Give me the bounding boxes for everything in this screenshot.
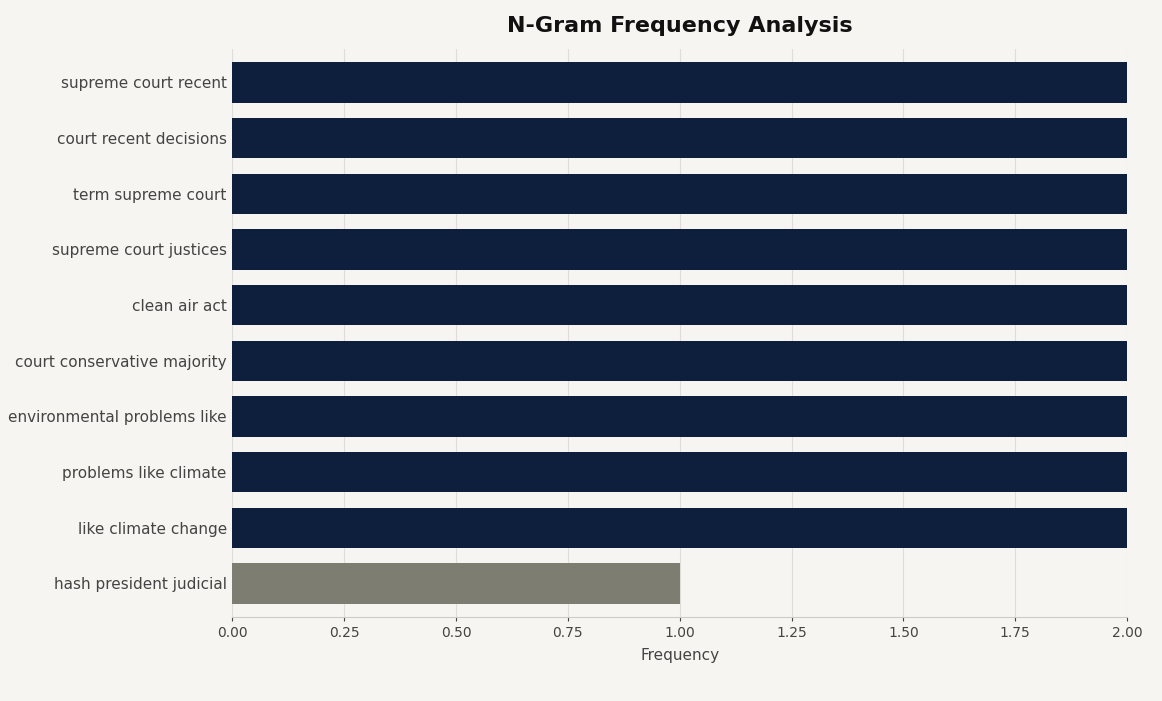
X-axis label: Frequency: Frequency [640, 648, 719, 663]
Title: N-Gram Frequency Analysis: N-Gram Frequency Analysis [507, 16, 853, 36]
Bar [232, 285, 1127, 325]
Bar [232, 118, 1127, 158]
Bar [232, 229, 1127, 269]
Bar [232, 508, 1127, 548]
Bar [232, 341, 1127, 381]
Bar [232, 174, 1127, 214]
Bar [232, 452, 1127, 492]
Bar [232, 62, 1127, 102]
Bar [232, 564, 680, 604]
Bar [232, 397, 1127, 437]
